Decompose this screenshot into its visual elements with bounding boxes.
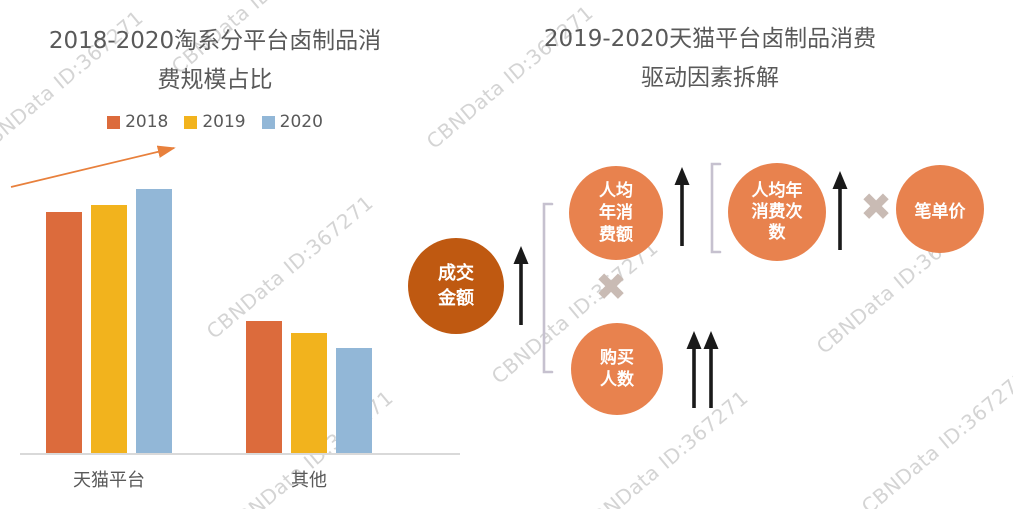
double-up-arrow-icon (681, 330, 724, 410)
legend-label-2020: 2020 (279, 112, 323, 132)
chart-title-line2: 费规模占比 (157, 67, 273, 93)
bracket-icon (542, 202, 554, 374)
diagram-title-line1: 2019-2020天猫平台卤制品消费 (543, 26, 877, 52)
up-arrow-icon (703, 331, 719, 408)
plot-area (20, 65, 460, 455)
node-gmv-line: 金额 (438, 288, 474, 309)
bar-group-tmall (46, 65, 172, 453)
node-gmv-line: 成交 (438, 263, 474, 284)
node-pca-line: 费额 (599, 225, 633, 245)
bar-2019-天猫平台 (91, 204, 127, 453)
chart-title-line1: 2018-2020淘系分平台卤制品消 (48, 28, 382, 54)
bar-2020-其他 (336, 348, 372, 453)
node-frequency: 人均年 消费次 数 (728, 163, 826, 261)
legend-label-2018: 2018 (125, 112, 169, 132)
legend-item-2019: 2019 (184, 112, 246, 132)
multiply-icon: ✖ (595, 265, 627, 309)
multiply-icon: ✖ (860, 185, 892, 229)
node-per-capita-amount: 人均 年消 费额 (569, 166, 663, 260)
bar-2018-其他 (246, 321, 282, 453)
diagram-title: 2019-2020天猫平台卤制品消费 驱动因素拆解 (500, 20, 920, 98)
legend-item-2020: 2020 (261, 112, 323, 132)
node-price-per-order: 笔单价 (896, 165, 984, 253)
up-arrow-icon (686, 331, 702, 408)
bracket-icon (710, 162, 722, 254)
x-label-tmall: 天猫平台 (73, 470, 145, 491)
node-pca-line: 人均 (599, 181, 633, 201)
up-arrow-icon (832, 171, 848, 250)
trend-arrow-icon (10, 145, 176, 188)
node-frequency-line: 人均年 (751, 180, 803, 201)
legend-label-2019: 2019 (202, 112, 246, 132)
up-arrow-icon (674, 167, 690, 246)
node-buyers-line: 购买 (600, 348, 634, 368)
node-buyers-line: 人数 (600, 370, 634, 390)
node-frequency-line: 数 (768, 222, 786, 243)
bar-2020-天猫平台 (136, 189, 172, 453)
bar-2019-其他 (291, 332, 327, 453)
legend-swatch-2020-icon (261, 115, 275, 129)
node-buyers: 购买 人数 (571, 323, 663, 415)
legend-swatch-2018-icon (107, 115, 121, 129)
legend-swatch-2019-icon (184, 115, 198, 129)
x-label-other: 其他 (291, 470, 327, 491)
node-gmv: 成交 金额 (408, 238, 504, 334)
diagram-title-line2: 驱动因素拆解 (641, 65, 779, 91)
up-arrow-icon (513, 246, 529, 325)
bar-2018-天猫平台 (46, 212, 82, 453)
node-pca-line: 年消 (599, 203, 633, 223)
bar-group-other (246, 65, 372, 453)
node-price-line: 笔单价 (914, 201, 966, 222)
chart-legend: 2018 2019 2020 (10, 112, 420, 132)
legend-item-2018: 2018 (107, 112, 168, 132)
node-frequency-line: 消费次 (751, 201, 803, 222)
chart-title: 2018-2020淘系分平台卤制品消 费规模占比 (10, 22, 420, 100)
watermark: CBNData ID:367271 (856, 365, 1013, 509)
